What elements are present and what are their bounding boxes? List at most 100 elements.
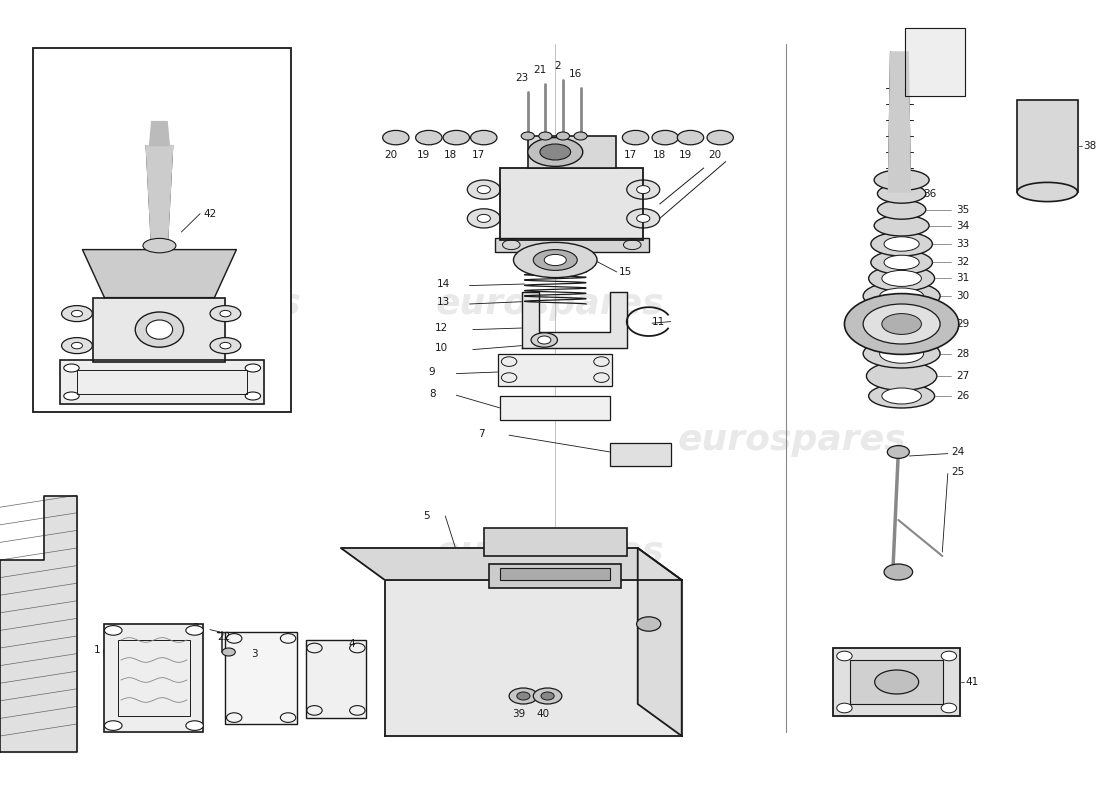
Ellipse shape [245,392,261,400]
Ellipse shape [540,144,571,160]
Polygon shape [889,52,911,192]
Text: 4: 4 [349,639,355,649]
Ellipse shape [210,306,241,322]
Text: 5: 5 [424,511,430,521]
Ellipse shape [521,132,535,140]
Text: 2: 2 [192,623,199,633]
Polygon shape [905,28,966,96]
Ellipse shape [62,338,92,354]
Text: eurospares: eurospares [436,287,664,321]
Ellipse shape [1018,182,1078,202]
Polygon shape [104,624,204,732]
Text: 26: 26 [957,391,970,401]
Polygon shape [610,443,671,466]
Ellipse shape [72,342,82,349]
Text: 16: 16 [569,69,582,78]
Bar [306,640,366,718]
Ellipse shape [884,564,913,580]
Bar [834,648,960,716]
Ellipse shape [517,692,530,700]
Ellipse shape [416,130,442,145]
Ellipse shape [882,314,922,334]
Text: 36: 36 [924,189,937,198]
Ellipse shape [837,703,852,713]
Ellipse shape [678,130,704,145]
Ellipse shape [514,242,597,278]
Bar [610,443,671,466]
Ellipse shape [867,362,937,390]
Bar [60,360,264,404]
Ellipse shape [869,384,935,408]
Text: 34: 34 [957,221,970,230]
Ellipse shape [637,186,650,194]
Text: 13: 13 [437,298,450,307]
Ellipse shape [210,338,241,354]
Ellipse shape [874,215,929,236]
Ellipse shape [531,333,558,347]
Ellipse shape [864,339,940,368]
Polygon shape [306,640,366,718]
Ellipse shape [135,312,184,347]
Text: 31: 31 [957,274,970,283]
Ellipse shape [245,364,261,372]
Bar [77,370,248,394]
Ellipse shape [623,130,649,145]
Polygon shape [341,548,682,580]
Text: 39: 39 [513,709,526,718]
Ellipse shape [627,180,660,199]
Text: 29: 29 [957,319,970,329]
Ellipse shape [220,310,231,317]
Text: 8: 8 [429,389,436,398]
Ellipse shape [847,300,957,348]
Bar [104,624,204,732]
Ellipse shape [528,138,583,166]
Ellipse shape [468,209,500,228]
Text: 25: 25 [952,467,965,477]
Ellipse shape [637,617,661,631]
Ellipse shape [871,250,933,274]
Text: 41: 41 [966,677,979,687]
Ellipse shape [383,130,409,145]
Text: eurospares: eurospares [678,423,906,457]
Text: 15: 15 [619,267,632,277]
Polygon shape [638,548,682,736]
Text: 18: 18 [653,150,667,160]
Text: 11: 11 [652,317,666,326]
Text: 40: 40 [537,709,550,718]
Text: 17: 17 [624,150,637,160]
Ellipse shape [143,238,176,253]
Ellipse shape [882,388,922,404]
Bar [1018,100,1078,192]
Ellipse shape [146,320,173,339]
Bar [850,660,944,704]
Ellipse shape [874,170,929,190]
Bar [94,298,225,362]
Text: 1: 1 [94,645,100,654]
Polygon shape [226,632,297,724]
Ellipse shape [884,237,920,251]
Text: 22: 22 [218,632,231,642]
Text: 2: 2 [554,61,561,70]
Text: 18: 18 [444,150,458,160]
Ellipse shape [888,446,910,458]
Text: eurospares: eurospares [73,287,301,321]
Text: 30: 30 [957,291,970,301]
Text: 27: 27 [957,371,970,381]
Ellipse shape [874,670,918,694]
Ellipse shape [864,304,940,344]
Text: 7: 7 [478,429,485,438]
Text: 6: 6 [666,626,672,635]
Text: 37: 37 [880,175,893,185]
Text: 28: 28 [957,349,970,358]
Ellipse shape [942,703,957,713]
Text: 12: 12 [434,323,448,333]
Bar [500,396,610,420]
Ellipse shape [557,132,570,140]
Ellipse shape [539,132,552,140]
Ellipse shape [538,336,551,344]
Ellipse shape [871,232,933,256]
Polygon shape [500,168,644,240]
Ellipse shape [878,200,926,219]
Ellipse shape [882,270,922,286]
Polygon shape [522,292,627,348]
